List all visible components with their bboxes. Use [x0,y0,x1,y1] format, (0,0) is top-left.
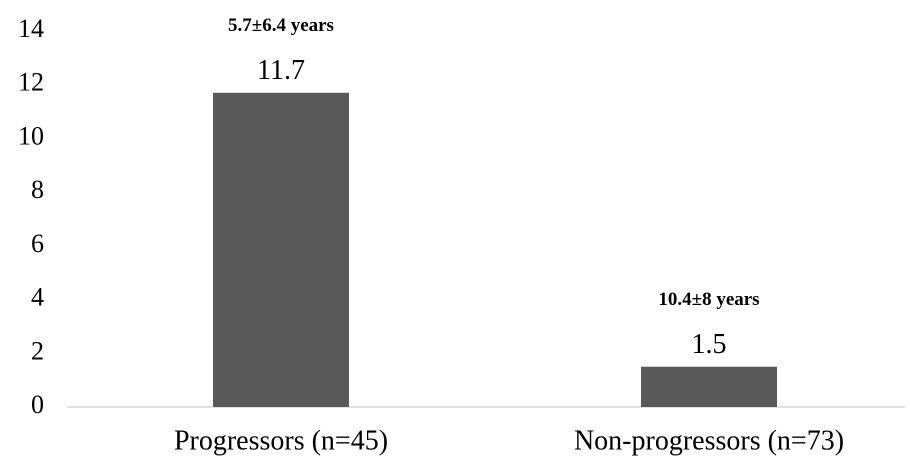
bar [213,92,349,408]
value-label: 11.7 [257,55,305,86]
bar [641,366,777,407]
y-tick-label: 12 [18,68,44,97]
y-tick-label: 4 [31,283,44,312]
value-label: 1.5 [692,329,727,360]
x-tick-label: Progressors (n=45) [174,425,388,456]
y-tick-label: 10 [18,121,44,150]
y-tick-label: 14 [18,14,44,43]
y-tick-label: 2 [31,336,44,365]
y-tick-label: 6 [31,229,44,258]
x-tick-label: Non-progressors (n=73) [574,425,844,456]
annotation: 5.7±6.4 years [228,15,334,36]
y-tick-label: 0 [31,390,44,419]
y-tick-label: 8 [31,175,44,204]
annotation: 10.4±8 years [658,289,759,310]
